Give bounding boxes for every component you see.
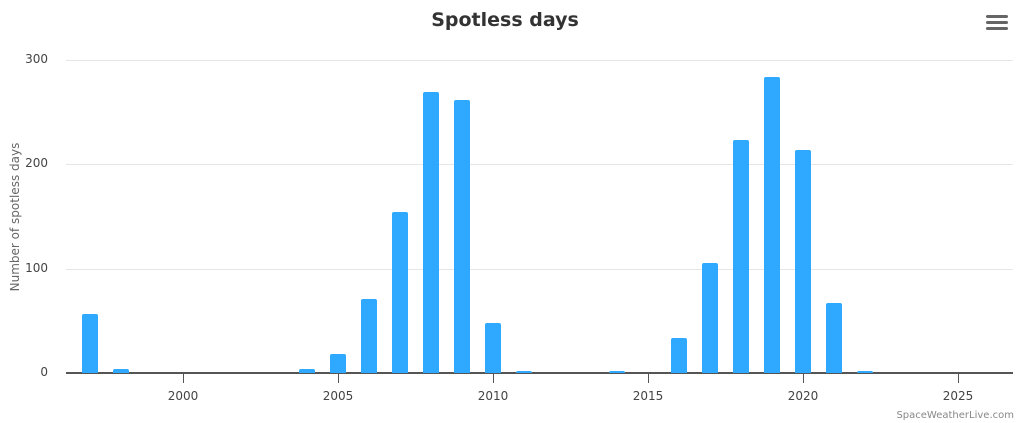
bar-2016[interactable] xyxy=(671,337,687,373)
x-tick-mark xyxy=(958,374,959,383)
bar-2018[interactable] xyxy=(733,140,749,373)
bar-2006[interactable] xyxy=(361,298,377,373)
bar-2022[interactable] xyxy=(857,371,873,373)
x-tick-mark xyxy=(803,374,804,383)
bar-1997[interactable] xyxy=(82,313,98,373)
x-tick-mark xyxy=(338,374,339,383)
bar-2021[interactable] xyxy=(826,303,842,373)
y-tick-label: 100 xyxy=(25,260,48,275)
gridline xyxy=(66,268,1013,270)
x-tick-label: 2005 xyxy=(322,389,354,403)
x-tick-mark xyxy=(493,374,494,383)
gridline xyxy=(66,60,1013,61)
bar-2005[interactable] xyxy=(330,354,346,373)
chart-title: Spotless days xyxy=(431,9,579,31)
bar-2011[interactable] xyxy=(516,370,532,373)
x-tick-label: 2010 xyxy=(477,389,509,403)
gridline xyxy=(66,164,1013,166)
bar-2008[interactable] xyxy=(423,92,439,373)
bar-2004[interactable] xyxy=(299,368,315,373)
x-tick-mark xyxy=(648,374,649,383)
y-tick-label: 300 xyxy=(25,52,48,66)
y-tick-label: 200 xyxy=(25,156,48,171)
hamburger-menu-icon[interactable] xyxy=(986,15,1008,35)
bar-2009[interactable] xyxy=(454,99,470,373)
bar-2020[interactable] xyxy=(795,149,811,373)
credit-link[interactable]: SpaceWeatherLive.com xyxy=(896,410,1014,421)
x-axis-line xyxy=(66,372,1013,374)
bar-2014[interactable] xyxy=(609,371,625,373)
x-tick-label: 2025 xyxy=(942,389,974,403)
x-tick-mark xyxy=(183,374,184,383)
x-tick-label: 2020 xyxy=(787,389,819,403)
bar-2019[interactable] xyxy=(764,76,780,373)
bar-1998[interactable] xyxy=(113,368,129,373)
bar-2007[interactable] xyxy=(392,212,408,373)
x-tick-label: 2000 xyxy=(167,389,199,403)
x-tick-label: 2015 xyxy=(632,389,664,403)
bar-2010[interactable] xyxy=(485,322,501,373)
y-tick-label: 0 xyxy=(40,365,48,379)
bar-2017[interactable] xyxy=(702,263,718,373)
